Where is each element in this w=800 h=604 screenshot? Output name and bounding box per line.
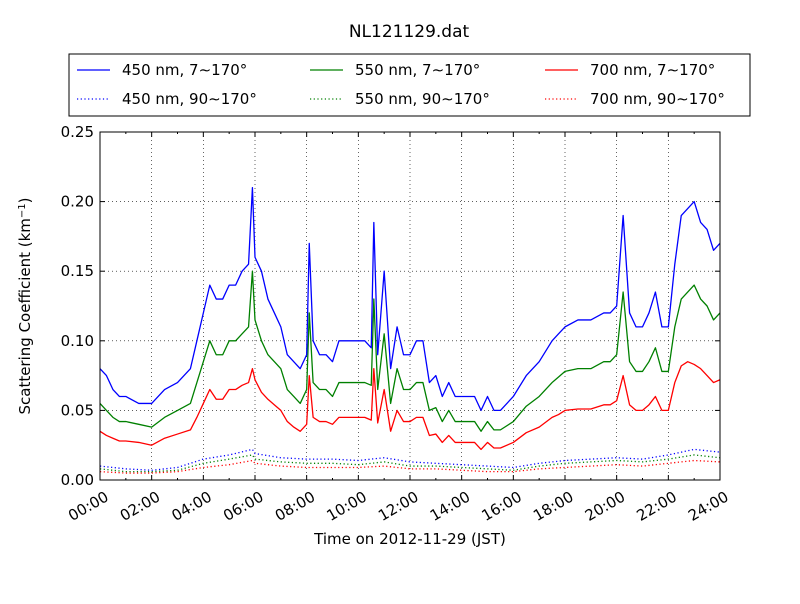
y-axis-label-unit-exponent: −1	[17, 203, 28, 218]
legend-label: 450 nm, 7∼170°	[122, 61, 247, 79]
y-axis-label-close: )	[16, 197, 34, 203]
series-line-700-nm-90-170	[99, 459, 721, 474]
chart-title: NL121129.dat	[349, 22, 470, 42]
series-line-550-nm-7-170	[99, 270, 721, 432]
y-axis-label-main: Scattering Coefficient (km	[16, 218, 34, 414]
series-layer	[99, 187, 721, 474]
legend-box	[68, 53, 751, 117]
legend-label: 550 nm, 90∼170°	[355, 90, 490, 108]
legend-label: 450 nm, 90∼170°	[122, 90, 257, 108]
series-line-450-nm-7-170	[99, 187, 721, 412]
plot-area	[99, 131, 721, 481]
series-line-450-nm-90-170	[99, 448, 721, 471]
legend: 450 nm, 7∼170° 550 nm, 7∼170° 700 nm, 7∼17…	[68, 53, 751, 117]
series-line-700-nm-7-170	[99, 361, 721, 451]
legend-label: 550 nm, 7∼170°	[355, 61, 480, 79]
y-tick-label: 0.20	[61, 193, 94, 211]
x-axis-label: Time on 2012-11-29 (JST)	[313, 530, 506, 548]
y-axis-label: Scattering Coefficient (km−1)	[16, 197, 34, 414]
y-tick-label: 0.10	[61, 332, 94, 350]
gridlines	[100, 132, 720, 480]
y-tick-label: 0.15	[61, 262, 94, 280]
y-axis: 0.00 0.05 0.10 0.15 0.20 0.25	[61, 123, 720, 489]
y-tick-label: 0.00	[61, 471, 94, 489]
legend-label: 700 nm, 90∼170°	[590, 90, 725, 108]
y-tick-label: 0.05	[61, 401, 94, 419]
y-tick-label: 0.25	[61, 123, 94, 141]
legend-label: 700 nm, 7∼170°	[590, 61, 715, 79]
